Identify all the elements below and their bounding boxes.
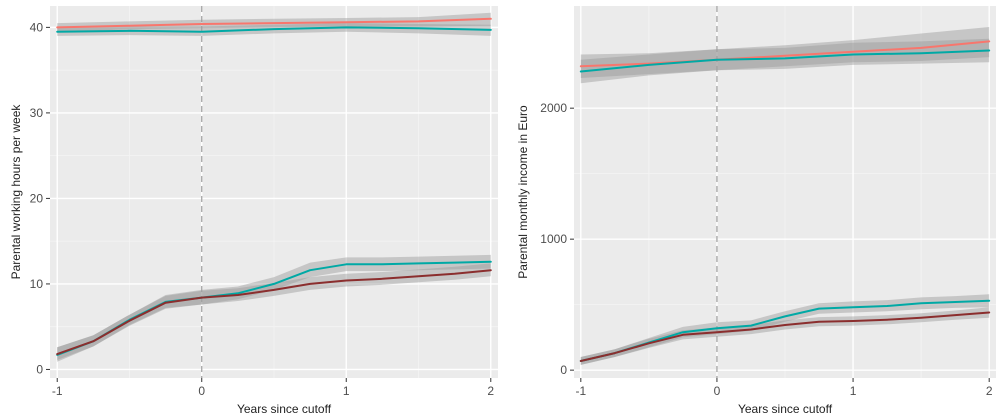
confidence-band-3 [57, 254, 491, 362]
x-tick-label: -1 [52, 384, 63, 398]
y-tick-label: 2000 [540, 101, 567, 115]
confidence-band-4 [580, 307, 990, 365]
confidence-band-1 [580, 27, 990, 78]
chart-panel-2: -1 0 1 2 0 1000 2000 Years since cutoff Parental… [516, 6, 996, 416]
series-line-4 [56, 269, 492, 356]
series-line-4 [579, 311, 991, 362]
y-tick-label: 40 [30, 20, 44, 34]
x-tick-label: 1 [850, 384, 857, 398]
x-axis-label: Years since cutoff [738, 402, 833, 416]
y-tick-label: 20 [30, 191, 44, 205]
series-line-1 [579, 40, 991, 68]
series-line-2 [56, 26, 492, 33]
series-line-2 [579, 49, 991, 73]
y-axis-label: Parental monthly income in Euro [516, 105, 530, 279]
y-axis-label: Parental working hours per week [9, 104, 23, 280]
x-tick-label: 2 [487, 384, 494, 398]
x-tick-label: -1 [575, 384, 586, 398]
x-tick-label: 0 [198, 384, 205, 398]
series-line-1 [56, 17, 492, 29]
x-tick-label: 2 [986, 384, 993, 398]
x-tick-label: 1 [343, 384, 350, 398]
y-tick-label: 0 [560, 363, 567, 377]
y-tick-label: 0 [36, 362, 43, 376]
y-tick-label: 10 [30, 277, 44, 291]
x-tick-label: 0 [714, 384, 721, 398]
y-tick-label: 30 [30, 106, 44, 120]
x-axis-label: Years since cutoff [237, 402, 332, 416]
y-tick-label: 1000 [540, 232, 567, 246]
